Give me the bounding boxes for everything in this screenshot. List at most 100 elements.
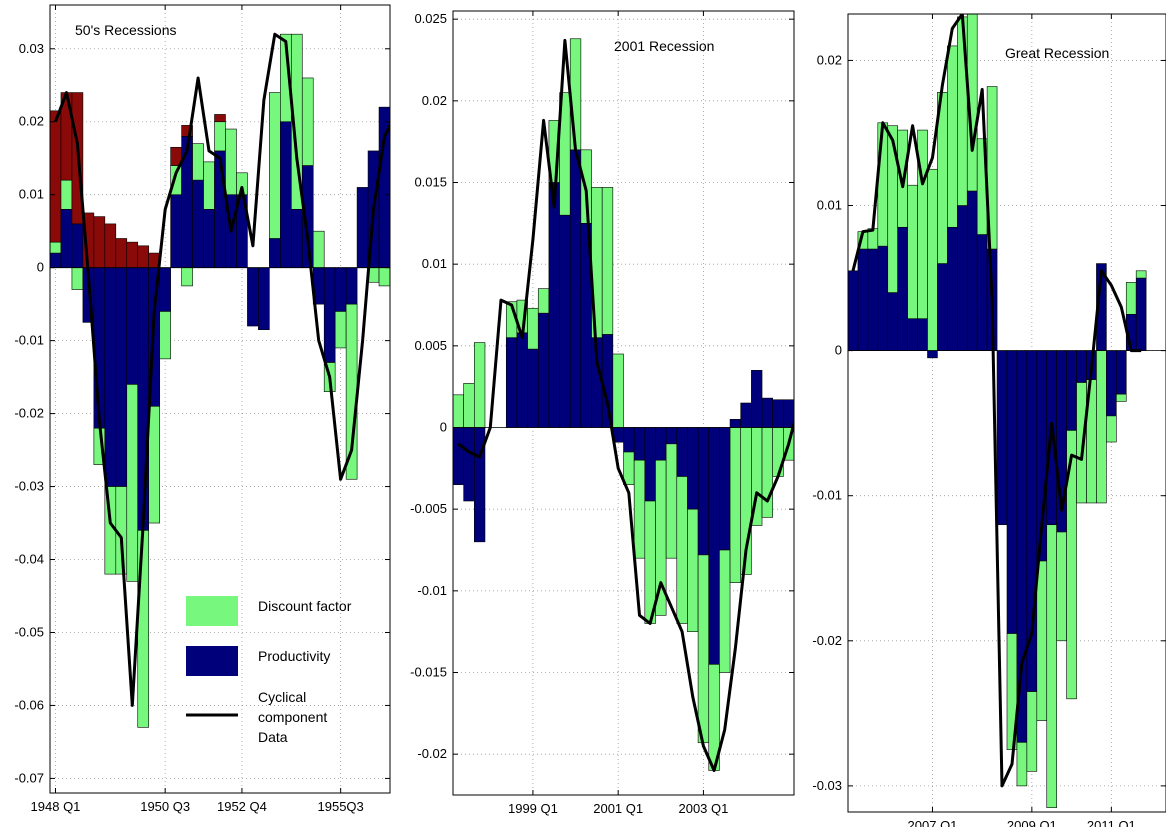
legend: Discount factor Productivity Cyclical co… (186, 596, 352, 745)
y-tick-label: -0.02 (14, 406, 44, 421)
bar-productivity (214, 150, 226, 268)
bar-discount-factor (214, 121, 226, 152)
bar-discount-factor (907, 184, 918, 319)
bar-productivity (323, 267, 336, 363)
bar-productivity (623, 427, 635, 453)
series-line-cyclical (457, 38, 794, 772)
bar-discount-factor (1096, 350, 1107, 504)
bar-productivity (389, 106, 390, 268)
y-tick-label: -0.06 (14, 697, 44, 712)
y-tick-label: -0.04 (14, 552, 44, 567)
bar-discount-factor (877, 122, 889, 247)
bar-productivity (537, 312, 550, 428)
bar-discount-factor (126, 384, 139, 582)
bar-productivity (126, 267, 139, 385)
bar-productivity (548, 182, 560, 428)
y-tick-label: 0.005 (414, 338, 447, 353)
bar-discount-factor (623, 451, 635, 485)
bar-discount-factor (1016, 742, 1028, 787)
bar-other (93, 216, 106, 268)
bar-other (126, 241, 139, 268)
bar-productivity (947, 226, 958, 351)
x-tick-label: 2001 Q1 (593, 801, 643, 816)
bar-productivity (569, 149, 582, 428)
bar-productivity (401, 231, 412, 267)
panel-title: 2001 Recession (614, 38, 714, 54)
bar-productivity (159, 267, 171, 312)
legend-label-cyclical-1: Cyclical (258, 689, 306, 705)
x-tick-label: 2007 Q1 (908, 818, 958, 827)
bar-productivity (976, 234, 988, 351)
bar-discount-factor (676, 476, 688, 624)
bar-discount-factor (334, 311, 347, 349)
bar-productivity (937, 263, 948, 351)
bar-productivity (740, 402, 752, 428)
y-tick-label: 0.01 (422, 256, 447, 271)
bar-productivity (857, 248, 869, 351)
x-tick-label: 2011 Q1 (1087, 818, 1136, 827)
bar-discount-factor (1056, 531, 1067, 642)
bar-productivity (751, 370, 763, 428)
bar-productivity (1066, 350, 1077, 431)
bar-discount-factor (301, 77, 314, 166)
bar-other (104, 223, 117, 268)
bar-productivity (697, 427, 710, 556)
bar-discount-factor (1026, 691, 1038, 772)
bar-productivity (665, 427, 678, 445)
bar-productivity (957, 205, 968, 351)
bar-productivity (601, 334, 614, 428)
bar-discount-factor (312, 230, 325, 268)
bar-discount-factor (719, 549, 731, 673)
bar-discount-factor (1125, 282, 1137, 315)
bar-productivity (463, 427, 475, 502)
bar-productivity (258, 267, 270, 330)
bars-group (848, 14, 1147, 808)
bar-productivity (1076, 350, 1087, 383)
legend-label-cyclical-2: component (258, 709, 327, 725)
bar-productivity (783, 399, 794, 428)
y-tick-label: 0.01 (19, 187, 44, 202)
bar-discount-factor (71, 267, 84, 290)
bar-discount-factor (203, 161, 215, 210)
bar-productivity (269, 238, 281, 268)
axes-frame (452, 10, 795, 796)
bar-discount-factor (225, 128, 237, 196)
bar-productivity (192, 179, 204, 268)
series-line-cyclical (851, 14, 1142, 788)
bar-discount-factor (378, 267, 390, 287)
bar-productivity (334, 267, 347, 312)
bar-discount-factor (192, 143, 204, 181)
bar-productivity (687, 427, 699, 510)
y-tick-label: -0.03 (14, 479, 44, 494)
bar-discount-factor (401, 202, 412, 231)
bar-discount-factor (612, 353, 624, 428)
legend-label-productivity: Productivity (258, 648, 330, 664)
bar-productivity (280, 121, 292, 268)
bar-discount-factor (181, 267, 193, 287)
bar-discount-factor (697, 554, 710, 744)
panel-2001-recession: -0.02 -0.015 -0.01 -0.005 0 0.005 0.01 0.015 0.0… (410, 10, 795, 816)
bar-discount-factor (527, 307, 539, 350)
bar-productivity (137, 267, 150, 531)
bar-productivity (887, 292, 898, 351)
x-tick-label: 2009 Q1 (1007, 818, 1057, 827)
bar-productivity (867, 248, 879, 351)
panel-title: Great Recession (1005, 45, 1109, 61)
bar-productivity (1135, 277, 1147, 351)
bar-productivity (793, 361, 794, 428)
bar-other (214, 114, 226, 123)
bar-productivity (729, 419, 742, 428)
bar-productivity (60, 208, 73, 268)
bar-productivity (966, 190, 978, 351)
x-tick-label: 1955Q3 (318, 799, 364, 814)
bar-productivity (655, 427, 667, 461)
bar-discount-factor (463, 383, 475, 428)
bar-discount-factor (453, 394, 464, 428)
bar-productivity (115, 267, 128, 487)
bar-productivity (877, 245, 889, 351)
bar-other (137, 245, 150, 268)
bar-productivity (50, 252, 62, 268)
bar-productivity (247, 267, 259, 327)
legend-label-cyclical-3: Data (258, 729, 288, 745)
y-tick-label: -0.02 (812, 633, 842, 648)
